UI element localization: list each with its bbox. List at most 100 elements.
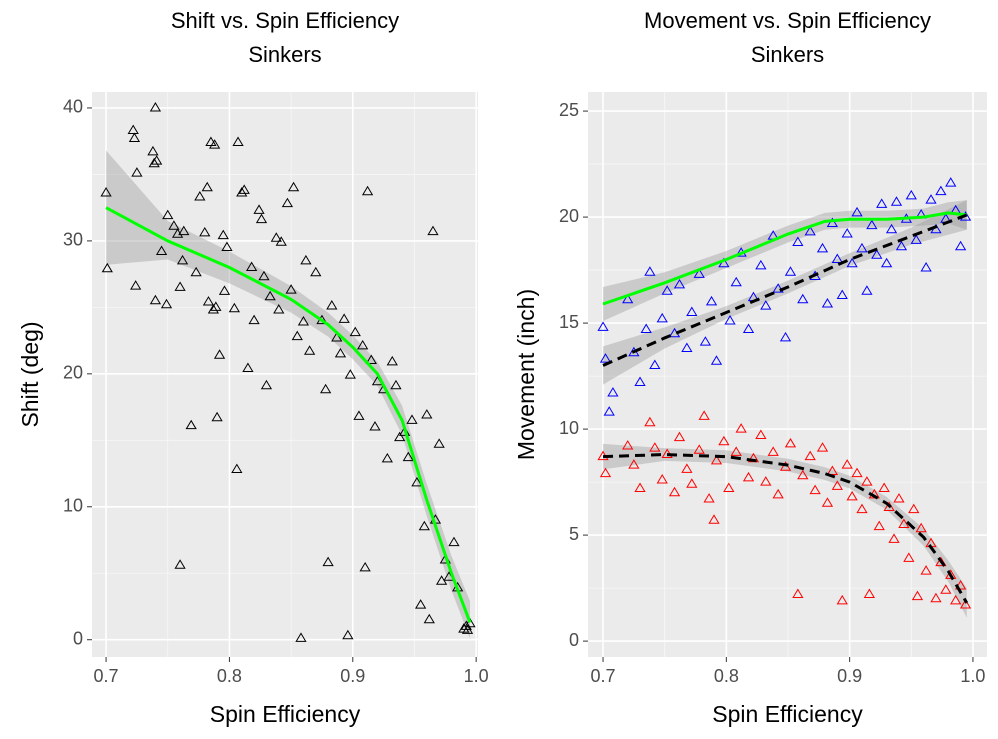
point: [421, 409, 433, 419]
point: [207, 304, 220, 314]
point: [433, 438, 445, 448]
point: [851, 467, 863, 478]
plot-layer: [588, 92, 987, 657]
point: [275, 236, 287, 246]
point: [353, 410, 365, 420]
point: [217, 229, 229, 240]
point: [876, 198, 888, 208]
point: [390, 379, 402, 390]
point: [202, 296, 215, 306]
chart-title: Shift vs. Spin Efficiency: [171, 8, 399, 33]
y-tick-label: 40: [63, 97, 83, 117]
x-axis-label: Spin Efficiency: [712, 701, 863, 727]
y-tick-label: 5: [569, 524, 579, 544]
point: [287, 181, 300, 192]
point: [742, 471, 755, 482]
point: [644, 266, 656, 276]
point: [856, 242, 868, 253]
point: [673, 278, 686, 289]
point: [365, 354, 377, 365]
x-tick-label: 0.7: [94, 666, 119, 686]
point: [342, 629, 354, 640]
point: [905, 189, 917, 200]
point: [344, 369, 356, 379]
y-tick-label: 30: [63, 230, 83, 250]
point: [248, 314, 260, 325]
point: [242, 362, 254, 373]
point: [846, 490, 858, 501]
point: [668, 486, 681, 497]
point: [784, 266, 797, 276]
point: [361, 185, 374, 196]
point: [603, 406, 615, 416]
point: [597, 321, 609, 331]
point: [427, 225, 439, 236]
point: [131, 167, 143, 177]
point: [804, 450, 816, 461]
confidence-band: [603, 200, 967, 385]
x-tick-label: 0.8: [714, 666, 739, 686]
point: [755, 429, 767, 439]
confidence-band: [603, 200, 967, 321]
point: [863, 588, 875, 598]
point: [881, 257, 893, 268]
point: [359, 561, 371, 572]
point: [903, 552, 915, 562]
point: [826, 465, 839, 475]
point: [303, 345, 316, 355]
point: [297, 316, 310, 326]
point: [155, 245, 168, 256]
point: [406, 414, 418, 424]
point: [423, 613, 435, 624]
point: [772, 488, 784, 499]
point: [895, 240, 908, 251]
y-tick-label: 10: [63, 496, 83, 516]
confidence-band: [603, 443, 967, 618]
point: [767, 446, 779, 456]
point: [898, 518, 910, 528]
point: [176, 254, 189, 265]
point: [760, 300, 772, 310]
point: [285, 284, 297, 294]
point: [656, 473, 668, 484]
point: [160, 298, 173, 309]
point: [871, 249, 883, 259]
point: [735, 423, 747, 433]
point: [168, 220, 180, 230]
point: [846, 257, 858, 268]
x-axis-label: Spin Efficiency: [210, 701, 361, 727]
point: [698, 410, 710, 420]
x-tick-label: 0.8: [217, 666, 242, 686]
point: [792, 588, 804, 598]
point: [797, 469, 809, 480]
point: [185, 419, 197, 430]
point: [386, 355, 398, 366]
x-tick-label: 1.0: [464, 666, 489, 686]
point: [628, 459, 640, 469]
point: [622, 440, 634, 450]
point: [634, 376, 646, 386]
y-axis-label: Movement (inch): [513, 289, 539, 460]
point: [236, 187, 248, 197]
point: [861, 476, 873, 486]
point: [831, 480, 843, 490]
point: [460, 620, 472, 630]
point: [920, 261, 932, 272]
x-tick-label: 1.0: [960, 666, 985, 686]
point: [703, 493, 715, 503]
point: [816, 442, 829, 452]
point: [841, 228, 853, 238]
point: [836, 289, 848, 300]
point: [607, 387, 619, 397]
point: [724, 314, 736, 325]
point: [693, 444, 705, 454]
point: [911, 590, 924, 601]
point: [331, 331, 343, 342]
point: [210, 301, 222, 311]
point: [893, 493, 905, 503]
point: [954, 240, 967, 251]
point: [128, 132, 141, 143]
point: [394, 431, 406, 442]
point: [320, 383, 332, 394]
